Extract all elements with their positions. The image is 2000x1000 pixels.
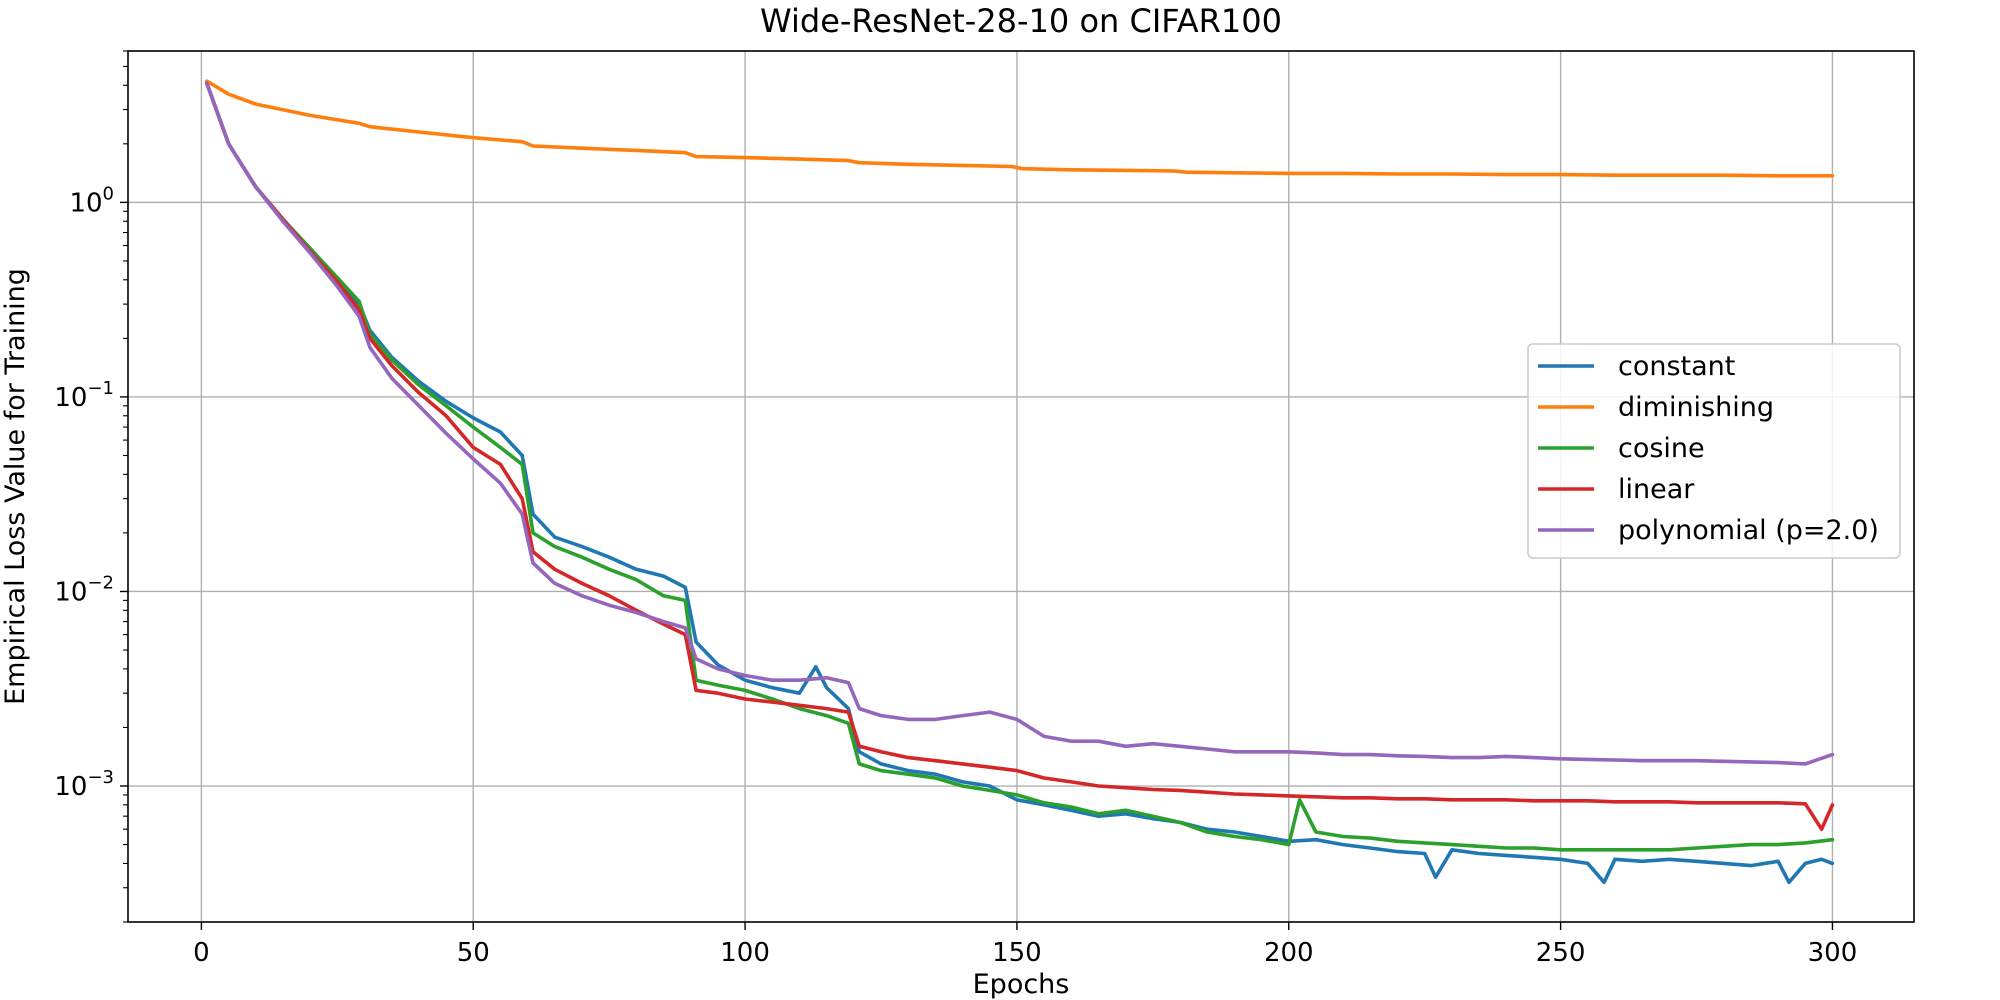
y-tick-label: 100 bbox=[69, 183, 114, 218]
legend-label-cosine: cosine bbox=[1618, 433, 1705, 464]
plot-frame bbox=[127, 50, 1915, 923]
x-axis: 0 50 100 150 200 250 300 bbox=[193, 922, 1857, 968]
series-line-polynomial-p-2-0 bbox=[205, 81, 1835, 766]
y-tick-base: 10 bbox=[69, 188, 102, 218]
series-line-diminishing bbox=[205, 79, 1835, 178]
y-tick-label: 10−2 bbox=[54, 572, 114, 607]
y-tick-base: 10 bbox=[54, 772, 87, 802]
x-axis-label: Epochs bbox=[973, 969, 1070, 1000]
legend-box bbox=[1527, 343, 1901, 559]
y-tick-label: 10−3 bbox=[54, 767, 114, 802]
x-tick-label: 200 bbox=[1264, 938, 1314, 968]
chart-title: Wide-ResNet-28-10 on CIFAR100 bbox=[760, 2, 1282, 40]
legend-label-linear: linear bbox=[1618, 474, 1695, 505]
x-tick-label: 150 bbox=[992, 938, 1042, 968]
y-tick-base: 10 bbox=[54, 383, 87, 413]
y-axis-label: Empirical Loss Value for Training bbox=[0, 268, 31, 705]
legend-label-diminishing: diminishing bbox=[1618, 392, 1774, 423]
series-line-cosine bbox=[205, 81, 1835, 852]
series-line-linear bbox=[205, 81, 1835, 831]
x-tick-label: 100 bbox=[720, 938, 770, 968]
x-tick-label: 300 bbox=[1808, 938, 1858, 968]
legend: constant diminishing cosine linear polynomia… bbox=[1527, 343, 1901, 559]
y-tick-exponent: −1 bbox=[87, 378, 114, 399]
x-tick-label: 250 bbox=[1536, 938, 1586, 968]
y-tick-label: 10−1 bbox=[54, 378, 114, 413]
y-tick-exponent: −3 bbox=[87, 767, 114, 788]
x-tick-label: 50 bbox=[457, 938, 490, 968]
x-tick-label: 0 bbox=[193, 938, 210, 968]
series-layer bbox=[205, 79, 1835, 885]
legend-label-polynomial-p-2-0: polynomial (p=2.0) bbox=[1618, 515, 1879, 546]
legend-label-constant: constant bbox=[1618, 351, 1735, 382]
y-tick-exponent: 0 bbox=[103, 183, 114, 204]
y-tick-base: 10 bbox=[54, 577, 87, 607]
y-tick-exponent: −2 bbox=[87, 572, 114, 593]
